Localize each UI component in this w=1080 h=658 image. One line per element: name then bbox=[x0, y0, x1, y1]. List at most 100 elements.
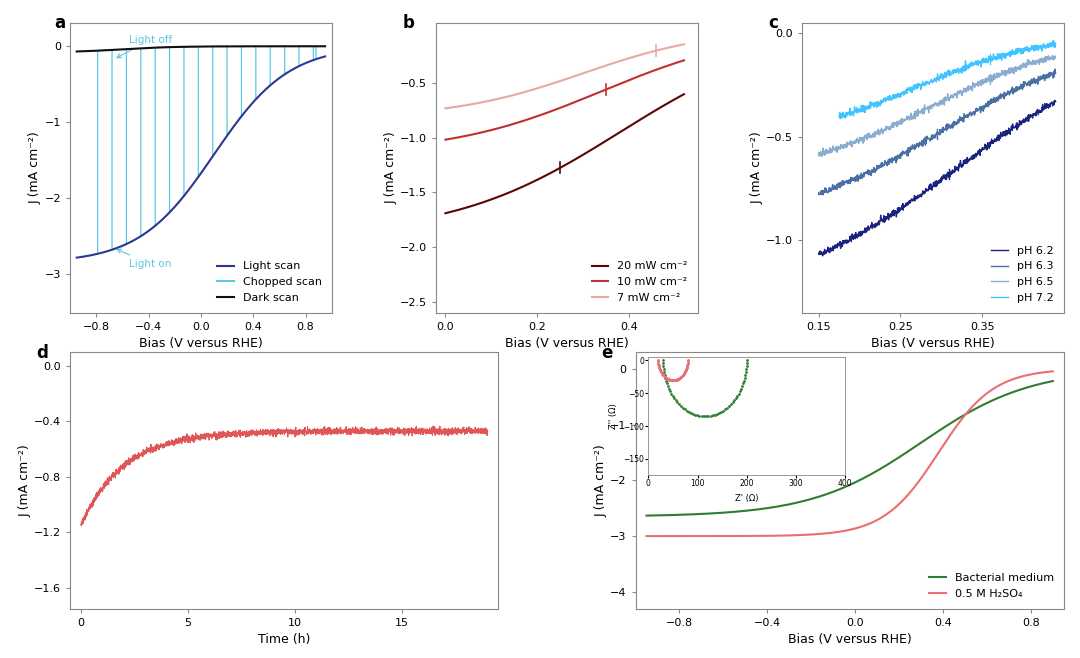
pH 6.5 bbox=[1016, 60, 1029, 68]
Line: pH 6.2: pH 6.2 bbox=[819, 101, 1055, 256]
Text: b: b bbox=[402, 14, 414, 32]
X-axis label: Bias (V versus RHE): Bias (V versus RHE) bbox=[872, 337, 995, 350]
Bacterial medium bbox=[821, 490, 834, 498]
X-axis label: Bias (V versus RHE): Bias (V versus RHE) bbox=[787, 633, 912, 646]
0.5 M H₂SO₄ bbox=[672, 532, 685, 540]
0.5 M H₂SO₄ bbox=[828, 528, 841, 536]
pH 6.3 bbox=[956, 118, 969, 126]
pH 6.3 bbox=[1049, 70, 1062, 78]
pH 7.2 bbox=[1049, 39, 1062, 47]
pH 6.3 bbox=[827, 186, 840, 193]
0.5 M H₂SO₄ bbox=[1047, 367, 1059, 375]
7 mW cm⁻² bbox=[578, 69, 591, 77]
Line: pH 6.5: pH 6.5 bbox=[819, 55, 1055, 157]
Line: pH 7.2: pH 7.2 bbox=[839, 41, 1055, 118]
Y-axis label: J (mA cm⁻²): J (mA cm⁻²) bbox=[594, 444, 607, 517]
7 mW cm⁻² bbox=[454, 102, 467, 110]
Line: 7 mW cm⁻²: 7 mW cm⁻² bbox=[445, 44, 684, 109]
7 mW cm⁻² bbox=[620, 55, 633, 63]
20 mW cm⁻² bbox=[438, 209, 451, 217]
pH 6.3 bbox=[1016, 80, 1029, 88]
pH 6.2 bbox=[993, 136, 1005, 144]
Bacterial medium bbox=[812, 493, 825, 501]
pH 6.3 bbox=[812, 188, 825, 196]
Legend: Bacterial medium, 0.5 M H₂SO₄: Bacterial medium, 0.5 M H₂SO₄ bbox=[924, 569, 1058, 603]
Y-axis label: J (mA cm⁻²): J (mA cm⁻²) bbox=[29, 132, 42, 204]
Bacterial medium bbox=[640, 512, 653, 520]
7 mW cm⁻² bbox=[645, 48, 658, 56]
pH 7.2 bbox=[956, 65, 969, 73]
pH 6.5 bbox=[1047, 51, 1059, 59]
7 mW cm⁻² bbox=[677, 40, 690, 48]
Line: pH 6.3: pH 6.3 bbox=[819, 69, 1055, 195]
20 mW cm⁻² bbox=[620, 124, 633, 132]
pH 6.2 bbox=[812, 249, 825, 257]
Text: c: c bbox=[768, 14, 779, 32]
10 mW cm⁻² bbox=[584, 92, 597, 100]
pH 6.3 bbox=[1049, 65, 1062, 73]
pH 6.5 bbox=[827, 145, 840, 153]
Y-axis label: J (mA cm⁻²): J (mA cm⁻²) bbox=[384, 132, 397, 204]
10 mW cm⁻² bbox=[591, 89, 604, 97]
pH 6.2 bbox=[956, 161, 969, 169]
10 mW cm⁻² bbox=[645, 68, 658, 76]
20 mW cm⁻² bbox=[584, 147, 597, 155]
Text: a: a bbox=[54, 14, 66, 32]
pH 6.5 bbox=[812, 151, 825, 159]
7 mW cm⁻² bbox=[438, 105, 451, 113]
0.5 M H₂SO₄ bbox=[812, 530, 825, 538]
Bacterial medium bbox=[672, 511, 685, 519]
X-axis label: Bias (V versus RHE): Bias (V versus RHE) bbox=[505, 337, 629, 350]
10 mW cm⁻² bbox=[578, 95, 591, 103]
Line: 10 mW cm⁻²: 10 mW cm⁻² bbox=[445, 61, 684, 139]
10 mW cm⁻² bbox=[677, 57, 690, 64]
pH 7.2 bbox=[1016, 49, 1029, 57]
20 mW cm⁻² bbox=[677, 90, 690, 98]
pH 6.2 bbox=[1016, 116, 1029, 124]
pH 6.2 bbox=[1049, 97, 1062, 105]
X-axis label: Time (h): Time (h) bbox=[258, 633, 311, 646]
pH 6.2 bbox=[963, 154, 976, 162]
Y-axis label: J (mA cm⁻²): J (mA cm⁻²) bbox=[751, 132, 764, 204]
Legend: pH 6.2, pH 6.3, pH 6.5, pH 7.2: pH 6.2, pH 6.3, pH 6.5, pH 7.2 bbox=[987, 241, 1058, 307]
pH 6.2 bbox=[1048, 97, 1061, 105]
Bacterial medium bbox=[828, 488, 841, 495]
pH 6.2 bbox=[816, 252, 829, 260]
pH 6.5 bbox=[993, 70, 1005, 78]
Legend: Light scan, Chopped scan, Dark scan: Light scan, Chopped scan, Dark scan bbox=[213, 257, 326, 307]
0.5 M H₂SO₄ bbox=[688, 532, 701, 540]
pH 6.2 bbox=[950, 165, 963, 173]
pH 6.5 bbox=[950, 91, 963, 99]
20 mW cm⁻² bbox=[578, 150, 591, 158]
pH 6.3 bbox=[816, 191, 829, 199]
Text: Light on: Light on bbox=[117, 249, 172, 269]
20 mW cm⁻² bbox=[591, 142, 604, 150]
20 mW cm⁻² bbox=[645, 109, 658, 117]
pH 6.5 bbox=[963, 85, 976, 93]
pH 7.2 bbox=[991, 52, 1004, 60]
pH 6.3 bbox=[963, 111, 976, 118]
10 mW cm⁻² bbox=[454, 133, 467, 141]
Bacterial medium bbox=[1047, 377, 1059, 385]
Text: Light off: Light off bbox=[117, 35, 173, 58]
Legend: 20 mW cm⁻², 10 mW cm⁻², 7 mW cm⁻²: 20 mW cm⁻², 10 mW cm⁻², 7 mW cm⁻² bbox=[588, 257, 692, 307]
pH 7.2 bbox=[963, 60, 976, 68]
Text: d: d bbox=[36, 344, 48, 363]
7 mW cm⁻² bbox=[591, 64, 604, 72]
pH 6.3 bbox=[950, 121, 963, 129]
Line: Bacterial medium: Bacterial medium bbox=[647, 381, 1053, 516]
Line: 20 mW cm⁻²: 20 mW cm⁻² bbox=[445, 94, 684, 213]
10 mW cm⁻² bbox=[620, 77, 633, 85]
0.5 M H₂SO₄ bbox=[821, 529, 834, 537]
Y-axis label: J (mA cm⁻²): J (mA cm⁻²) bbox=[18, 444, 31, 517]
pH 6.5 bbox=[956, 88, 969, 96]
pH 7.2 bbox=[949, 66, 962, 74]
pH 6.2 bbox=[827, 243, 840, 251]
Bacterial medium bbox=[688, 511, 701, 519]
pH 6.3 bbox=[993, 92, 1005, 100]
Bacterial medium bbox=[872, 467, 885, 474]
pH 6.5 bbox=[1049, 52, 1062, 60]
X-axis label: Bias (V versus RHE): Bias (V versus RHE) bbox=[139, 337, 262, 350]
10 mW cm⁻² bbox=[438, 136, 451, 143]
0.5 M H₂SO₄ bbox=[872, 516, 885, 524]
